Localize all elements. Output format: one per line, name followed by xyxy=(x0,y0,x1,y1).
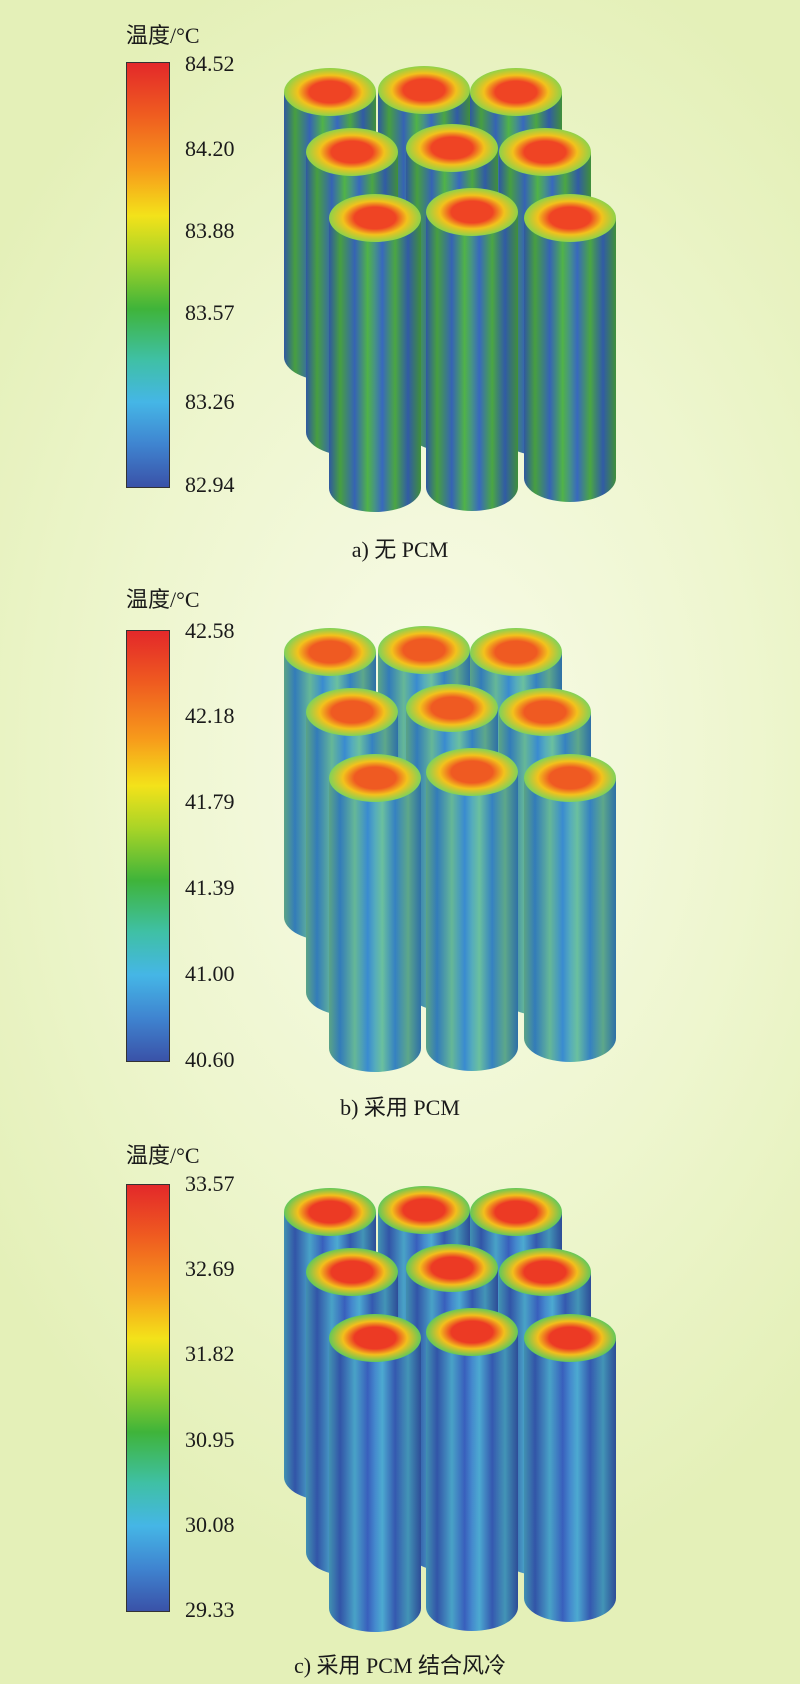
colorbar xyxy=(126,630,170,1062)
colorbar xyxy=(126,62,170,488)
tick-label: 83.88 xyxy=(185,218,235,243)
colorbar xyxy=(126,1184,170,1612)
cell-array-render xyxy=(284,66,616,512)
caption: a) 无 PCM xyxy=(351,537,449,562)
tick-label: 40.60 xyxy=(185,1047,235,1072)
tick-label: 32.69 xyxy=(185,1256,235,1281)
panel-a: 温度/°C 84.52 84.20 83.88 83.57 83.26 82.9… xyxy=(0,0,800,562)
tick-label: 84.52 xyxy=(185,51,235,76)
legend-title: 温度/°C xyxy=(126,23,200,48)
cell-array-render xyxy=(284,626,616,1072)
battery-cell xyxy=(329,1314,421,1632)
battery-cell xyxy=(426,188,518,511)
panel-c: 温度/°C 33.57 32.69 31.82 30.95 30.08 29.3… xyxy=(0,1120,800,1684)
tick-label: 42.58 xyxy=(185,618,235,643)
legend-title: 温度/°C xyxy=(126,1143,200,1168)
tick-label: 84.20 xyxy=(185,136,235,161)
tick-label: 82.94 xyxy=(185,472,235,497)
tick-label: 83.26 xyxy=(185,389,235,414)
battery-cell xyxy=(524,754,616,1062)
tick-label: 41.39 xyxy=(185,875,235,900)
tick-label: 29.33 xyxy=(185,1597,235,1622)
tick-label: 30.08 xyxy=(185,1512,235,1537)
panel-b: 温度/°C 42.58 42.18 41.79 41.39 41.00 40.6… xyxy=(0,560,800,1120)
legend-title: 温度/°C xyxy=(126,587,200,612)
caption: b) 采用 PCM xyxy=(340,1095,460,1120)
battery-cell xyxy=(329,194,421,512)
battery-cell xyxy=(524,194,616,502)
battery-cell xyxy=(426,1308,518,1631)
tick-label: 83.57 xyxy=(185,300,235,325)
battery-cell xyxy=(329,754,421,1072)
tick-label: 41.00 xyxy=(185,961,235,986)
tick-label: 33.57 xyxy=(185,1171,235,1196)
battery-cell xyxy=(524,1314,616,1622)
battery-cell xyxy=(426,748,518,1071)
tick-label: 42.18 xyxy=(185,703,235,728)
caption: c) 采用 PCM 结合风冷 xyxy=(293,1653,507,1678)
cell-array-render xyxy=(284,1186,616,1632)
tick-label: 31.82 xyxy=(185,1341,235,1366)
tick-label: 41.79 xyxy=(185,789,235,814)
tick-label: 30.95 xyxy=(185,1427,235,1452)
